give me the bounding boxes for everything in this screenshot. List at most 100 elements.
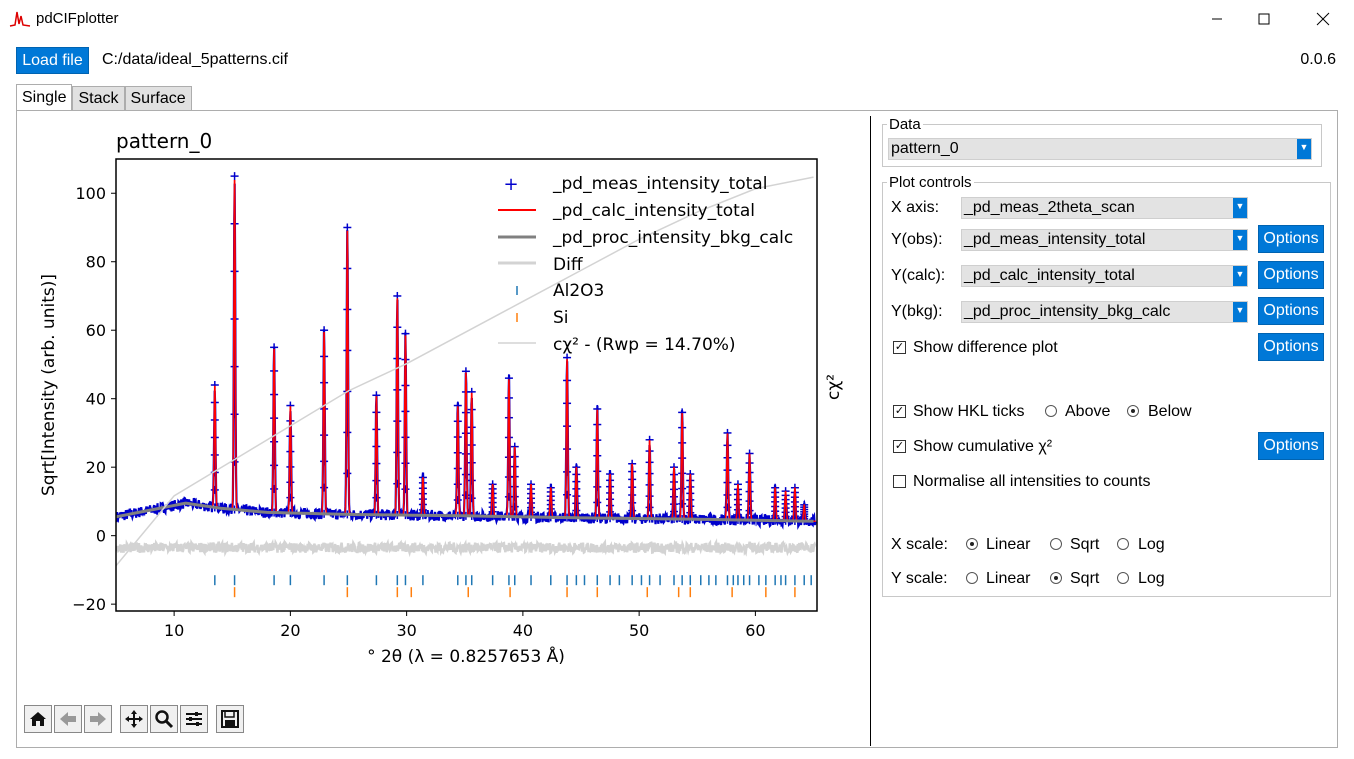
xscale-sqrt-label: Sqrt [1070,536,1100,553]
hkl-below-radio[interactable] [1127,405,1139,417]
right-axis-label: cχ² [824,374,844,400]
pan-button[interactable] [120,705,148,733]
y-tick-label: 100 [75,184,106,203]
x-tick-label: 30 [396,621,416,640]
load-file-button[interactable]: Load file [16,47,89,74]
legend-obs: _pd_meas_intensity_total [552,174,767,194]
legend-marker-obs: + [503,174,518,195]
cchi2-options-button[interactable]: Options [1258,432,1324,460]
data-group-label: Data [887,116,923,133]
y-tick-label: 20 [86,458,106,477]
yscale-log-label: Log [1138,570,1165,587]
x-tick-label: 50 [629,621,649,640]
normalise-checkbox[interactable] [893,475,906,488]
xaxis-label: X axis: [891,199,940,216]
data-select-value: pattern_0 [891,140,959,157]
yobs-select[interactable]: _pd_meas_intensity_total ▼ [961,229,1248,251]
x-tick-label: 20 [280,621,300,640]
home-button[interactable] [24,705,52,733]
zoom-button[interactable] [150,705,178,733]
maximize-button[interactable] [1241,0,1287,38]
ybkg-select-value: _pd_proc_intensity_bkg_calc [964,303,1171,320]
back-button[interactable] [54,705,82,733]
show-hkl-label: Show HKL ticks [913,403,1025,420]
diff-series [116,538,817,558]
hkl-above-radio[interactable] [1045,405,1057,417]
yobs-label: Y(obs): [891,231,943,248]
yscale-label: Y scale: [891,570,948,587]
file-path: C:/data/ideal_5patterns.cif [102,51,288,68]
x-tick-label: 60 [745,621,765,640]
tab-stack[interactable]: Stack [72,86,125,112]
minimize-button[interactable] [1194,0,1240,38]
y-tick-label: 60 [86,321,106,340]
close-button[interactable] [1300,0,1346,38]
xscale-label: X scale: [891,536,948,553]
dropdown-arrow-icon: ▼ [1233,302,1247,322]
y-tick-label: −20 [72,595,106,614]
x-tick-label: 40 [513,621,533,640]
save-icon [221,710,239,728]
show-diff-checkbox[interactable]: ✓ [893,341,906,354]
yscale-log-radio[interactable] [1117,572,1129,584]
dropdown-arrow-icon: ▼ [1233,266,1247,286]
forward-button[interactable] [84,705,112,733]
plot-toolbar [24,703,246,735]
y-tick-label: 0 [96,527,106,546]
data-select[interactable]: pattern_0 ▼ [888,138,1312,160]
xscale-linear-label: Linear [986,536,1031,553]
ybkg-label: Y(bkg): [891,303,943,320]
bkg-series [116,501,814,523]
ybkg-select[interactable]: _pd_proc_intensity_bkg_calc ▼ [961,301,1248,323]
ycalc-label: Y(calc): [891,267,946,284]
hkl-below-label: Below [1148,403,1192,420]
configure-button[interactable] [180,705,208,733]
legend-bkg: _pd_proc_intensity_bkg_calc [552,228,793,248]
configure-icon [186,712,202,726]
xscale-sqrt-radio[interactable] [1050,538,1062,550]
close-icon [1316,12,1330,26]
y-tick-label: 80 [86,253,106,272]
x-axis-label: ° 2θ (λ = 0.8257653 Å) [367,645,565,667]
xaxis-select[interactable]: _pd_meas_2theta_scan ▼ [961,197,1248,219]
xscale-linear-radio[interactable] [966,538,978,550]
show-diff-label: Show difference plot [913,339,1058,356]
app-logo-icon [9,11,31,27]
version-label: 0.0.6 [1300,51,1336,68]
plot-title: pattern_0 [116,129,212,153]
yscale-sqrt-radio[interactable] [1050,572,1062,584]
plot-legend: + _pd_meas_intensity_total _pd_calc_inte… [498,174,793,355]
yobs-select-value: _pd_meas_intensity_total [964,231,1146,248]
zoom-icon [155,710,174,729]
ycalc-options-button[interactable]: Options [1258,261,1324,289]
xscale-log-radio[interactable] [1117,538,1129,550]
tab-surface[interactable]: Surface [124,86,192,112]
forward-icon [90,712,106,726]
ybkg-options-button[interactable]: Options [1258,297,1324,325]
window-title: pdCIFplotter [36,10,119,27]
show-hkl-checkbox[interactable]: ✓ [893,405,906,418]
xscale-log-label: Log [1138,536,1165,553]
dropdown-arrow-icon: ▼ [1233,230,1247,250]
pan-icon [125,710,143,728]
diffraction-plot[interactable]: pattern_0 Sqrt[Intensity (arb. units)] °… [0,0,860,700]
dropdown-arrow-icon: ▼ [1233,198,1247,218]
dropdown-arrow-icon: ▼ [1297,139,1311,159]
data-group [882,124,1322,167]
show-cchi2-checkbox[interactable]: ✓ [893,440,906,453]
yobs-options-button[interactable]: Options [1258,225,1324,253]
save-button[interactable] [216,705,244,733]
yscale-sqrt-label: Sqrt [1070,570,1100,587]
normalise-label: Normalise all intensities to counts [913,473,1151,490]
minimize-icon [1212,18,1222,20]
y-axis-label: Sqrt[Intensity (arb. units)] [39,274,59,496]
diff-options-button[interactable]: Options [1258,333,1324,361]
panel-divider[interactable] [870,116,871,746]
plot-controls-label: Plot controls [887,174,974,191]
legend-al2o3: Al2O3 [553,281,604,301]
back-icon [60,712,76,726]
yscale-linear-radio[interactable] [966,572,978,584]
legend-diff: Diff [553,255,584,275]
y-tick-label: 40 [86,390,106,409]
ycalc-select[interactable]: _pd_calc_intensity_total ▼ [961,265,1248,287]
